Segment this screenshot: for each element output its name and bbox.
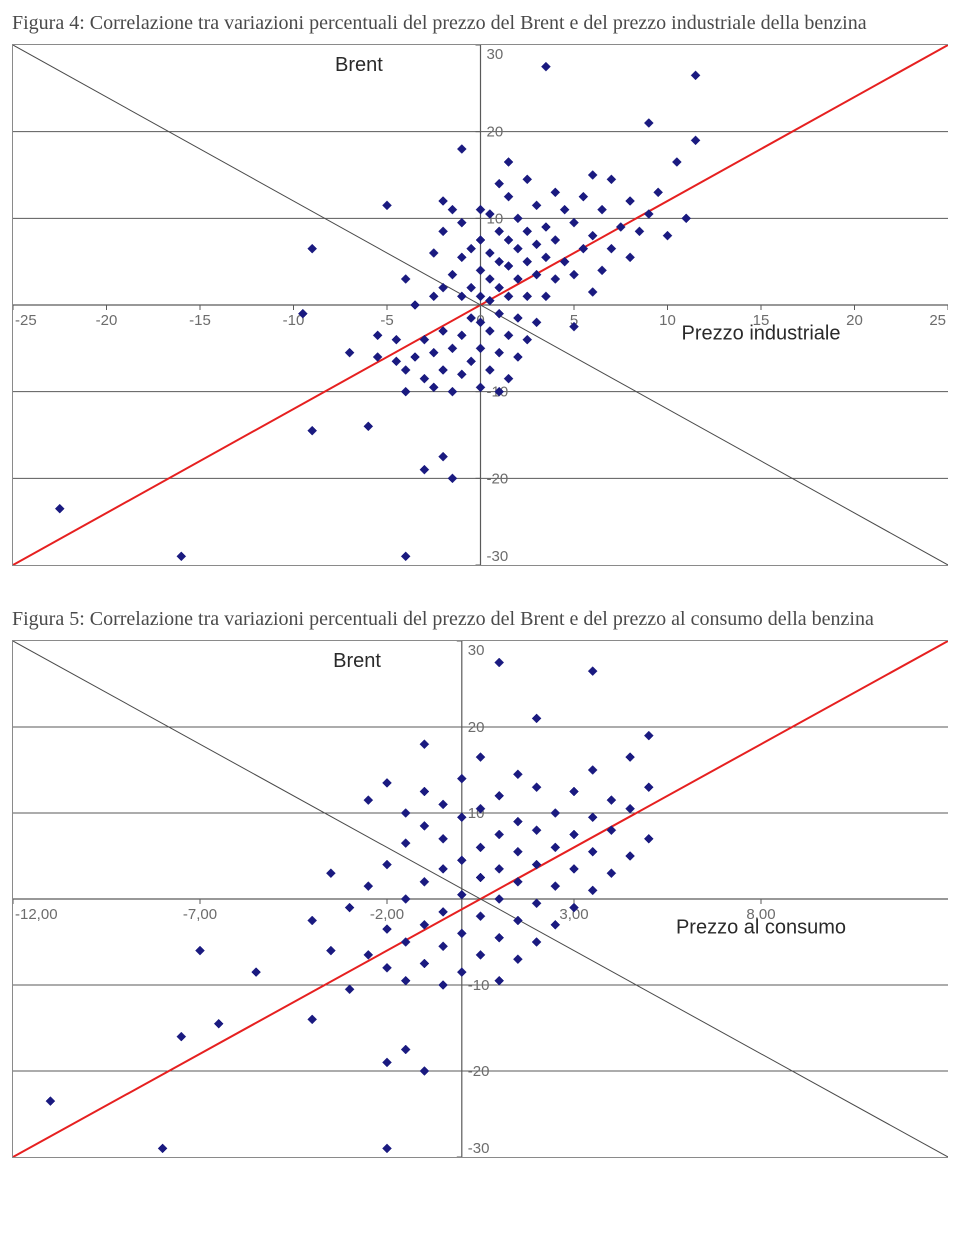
svg-text:-20: -20 xyxy=(468,1063,490,1080)
svg-text:Brent: Brent xyxy=(333,650,381,672)
svg-text:-30: -30 xyxy=(487,548,509,565)
svg-text:-30: -30 xyxy=(468,1140,490,1157)
svg-text:-5: -5 xyxy=(380,312,393,329)
svg-text:-12,00: -12,00 xyxy=(15,906,58,923)
svg-text:-25: -25 xyxy=(15,312,37,329)
svg-text:30: 30 xyxy=(468,642,485,659)
svg-text:-10: -10 xyxy=(468,977,490,994)
svg-text:-2,00: -2,00 xyxy=(370,906,404,923)
figure4-caption: Figura 4: Correlazione tra variazioni pe… xyxy=(12,10,948,36)
svg-text:25: 25 xyxy=(929,312,946,329)
svg-text:20: 20 xyxy=(487,124,504,141)
svg-text:Prezzo industriale: Prezzo industriale xyxy=(682,323,841,345)
figure5-chart: -12,00-7,00-2,003,008,00-30-20-10102030B… xyxy=(12,640,948,1158)
svg-text:Brent: Brent xyxy=(335,54,383,76)
svg-text:-20: -20 xyxy=(487,470,509,487)
svg-text:-7,00: -7,00 xyxy=(183,906,217,923)
svg-text:-20: -20 xyxy=(96,312,118,329)
svg-text:20: 20 xyxy=(468,719,485,736)
figure5-caption: Figura 5: Correlazione tra variazioni pe… xyxy=(12,606,948,632)
svg-text:10: 10 xyxy=(659,312,676,329)
figure4-chart: -25-20-15-10-50510152025-30-20-10102030B… xyxy=(12,44,948,566)
svg-text:Prezzo al consumo: Prezzo al consumo xyxy=(676,916,846,938)
svg-text:30: 30 xyxy=(487,46,504,63)
svg-text:-15: -15 xyxy=(189,312,211,329)
svg-text:20: 20 xyxy=(846,312,863,329)
